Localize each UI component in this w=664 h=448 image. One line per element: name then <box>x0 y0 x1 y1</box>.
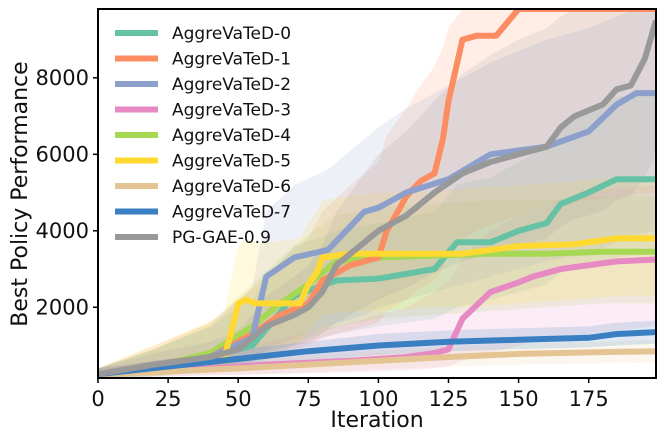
x-tick-label: 75 <box>295 387 322 411</box>
series-lines <box>98 9 656 378</box>
band-aggrevated-2 <box>98 9 656 378</box>
x-tick-label: 50 <box>225 387 252 411</box>
x-tick-label: 0 <box>91 387 104 411</box>
legend-label-aggrevated-5: AggreVaTeD-5 <box>172 152 291 172</box>
band-aggrevated-1 <box>98 9 656 378</box>
x-tick-label: 25 <box>155 387 182 411</box>
y-tick-label: 6000 <box>36 142 89 166</box>
x-axis-label: Iteration <box>330 408 423 433</box>
x-tick-label: 125 <box>428 387 468 411</box>
y-axis: 2000 4000 6000 8000 <box>36 66 98 319</box>
legend-label-pg-gae-0-9: PG-GAE-0.9 <box>172 228 271 248</box>
y-tick-label: 8000 <box>36 66 89 90</box>
y-tick-label: 4000 <box>36 219 89 243</box>
band-pg-gae-0-9 <box>98 9 656 378</box>
legend-label-aggrevated-1: AggreVaTeD-1 <box>172 50 291 70</box>
legend-label-aggrevated-4: AggreVaTeD-4 <box>172 126 291 146</box>
x-axis: 0 25 50 75 100 125 150 175 <box>91 378 609 411</box>
y-tick-label: 2000 <box>36 295 89 319</box>
legend-label-aggrevated-7: AggreVaTeD-7 <box>172 203 291 223</box>
legend: AggreVaTeD-0 AggreVaTeD-1 AggreVaTeD-2 Aggr… <box>115 24 291 248</box>
series-line-aggrevated-5 <box>98 235 656 378</box>
x-tick-label: 100 <box>358 387 398 411</box>
legend-label-aggrevated-3: AggreVaTeD-3 <box>172 101 291 121</box>
y-axis-label: Best Policy Performance <box>8 61 33 326</box>
series-line-pg-gae-0-9 <box>98 19 656 378</box>
x-tick-label: 175 <box>569 387 609 411</box>
legend-label-aggrevated-0: AggreVaTeD-0 <box>172 24 291 44</box>
plot-frame <box>97 8 657 379</box>
x-tick-label: 150 <box>499 387 539 411</box>
legend-label-aggrevated-6: AggreVaTeD-6 <box>172 177 291 197</box>
series-line-aggrevated-6 <box>98 348 656 378</box>
legend-label-aggrevated-2: AggreVaTeD-2 <box>172 75 291 95</box>
series-line-aggrevated-7 <box>98 329 656 378</box>
